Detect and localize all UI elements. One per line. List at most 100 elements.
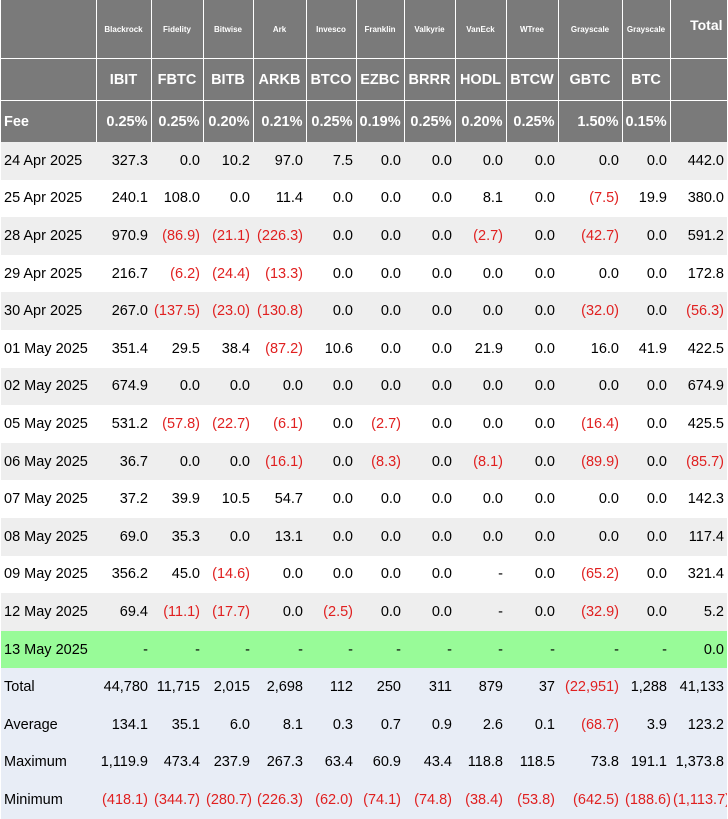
stat-value: (38.4) xyxy=(455,781,506,819)
flow-value: 0.0 xyxy=(404,254,455,293)
row-total: 442.0 xyxy=(670,142,727,180)
flow-value: 0.0 xyxy=(306,254,356,293)
row-date: 13 May 2025 xyxy=(1,630,96,669)
flow-value: 0.0 xyxy=(558,367,622,406)
row-date: 01 May 2025 xyxy=(1,329,96,368)
flow-value: - xyxy=(455,593,506,631)
flow-value: 0.0 xyxy=(306,179,356,218)
flow-value: 13.1 xyxy=(253,517,306,556)
stat-value: (418.1) xyxy=(96,781,151,819)
flow-value: 0.0 xyxy=(356,480,404,518)
table-row: 05 May 2025 531.2 (57.8) (22.7) (6.1) 0.0 (2.7… xyxy=(1,405,727,443)
table-row: 01 May 2025 351.4 29.5 38.4 (87.2) 10.6 0.0 0.0… xyxy=(1,329,727,368)
flow-value: 45.0 xyxy=(151,555,203,594)
fee-value: 1.50% xyxy=(558,100,623,142)
flow-value: 0.0 xyxy=(356,292,404,330)
flow-value: 0.0 xyxy=(622,555,670,594)
stat-value: 43.4 xyxy=(404,743,455,782)
header-blank-cell xyxy=(1,0,97,59)
issuer-label: Fidelity xyxy=(151,0,204,59)
issuer-label: Invesco xyxy=(306,0,357,59)
flow-value: 351.4 xyxy=(96,329,151,368)
flow-value: 0.0 xyxy=(404,329,455,368)
flow-value: 0.0 xyxy=(404,517,455,556)
ticker-header-row: IBIT FBTC BITB ARKB BTCO EZBC BRRR HODL BTCW GBTC… xyxy=(1,58,728,101)
flow-value: 97.0 xyxy=(253,142,306,180)
flow-value: (65.2) xyxy=(558,555,622,594)
flow-value: 0.0 xyxy=(506,517,558,556)
stat-value: (280.7) xyxy=(203,781,253,819)
row-date: 02 May 2025 xyxy=(1,367,96,406)
fee-value: 0.25% xyxy=(151,100,204,142)
flow-value: 0.0 xyxy=(506,292,558,330)
stat-value: (344.7) xyxy=(151,781,203,819)
flow-value: (17.7) xyxy=(203,593,253,631)
stat-label: Total xyxy=(1,668,96,706)
flow-value: 0.0 xyxy=(356,329,404,368)
flow-value: 10.6 xyxy=(306,329,356,368)
issuer-label: Ark xyxy=(253,0,307,59)
flow-value: - xyxy=(622,630,670,669)
table-row: 08 May 2025 69.0 35.3 0.0 13.1 0.0 0.0 0.0 0.0 0.… xyxy=(1,517,727,556)
flow-value: 0.0 xyxy=(622,480,670,518)
flow-value: 0.0 xyxy=(306,367,356,406)
flow-value: 0.0 xyxy=(622,367,670,406)
flow-value: 0.0 xyxy=(151,367,203,406)
flow-value: 0.0 xyxy=(404,367,455,406)
flow-value: 10.5 xyxy=(203,480,253,518)
stat-total: 123.2 xyxy=(670,705,727,744)
flow-value: 0.0 xyxy=(306,480,356,518)
flow-value: 0.0 xyxy=(558,480,622,518)
flow-value: 69.0 xyxy=(96,517,151,556)
stat-value: 879 xyxy=(455,668,506,706)
flow-value: 0.0 xyxy=(506,593,558,631)
flow-value: 36.7 xyxy=(96,442,151,481)
flow-value: 0.0 xyxy=(455,480,506,518)
issuer-label: Valkyrie xyxy=(404,0,456,59)
row-date: 06 May 2025 xyxy=(1,442,96,481)
flow-value: (57.8) xyxy=(151,405,203,443)
flow-value: (32.0) xyxy=(558,292,622,330)
flow-value: 0.0 xyxy=(404,405,455,443)
fee-row: Fee 0.25% 0.25% 0.20% 0.21% 0.25% 0.19% 0.25% 0.… xyxy=(1,100,728,142)
fee-value: 0.25% xyxy=(506,100,559,142)
table-row: 02 May 2025 674.9 0.0 0.0 0.0 0.0 0.0 0.0 0.0 0.0… xyxy=(1,367,727,406)
flow-value: 0.0 xyxy=(404,179,455,218)
stat-total: 41,133 xyxy=(670,668,727,706)
stat-value: 2,698 xyxy=(253,668,306,706)
flow-value: (11.1) xyxy=(151,593,203,631)
flow-value: - xyxy=(455,630,506,669)
flow-value: (8.3) xyxy=(356,442,404,481)
flow-value: 0.0 xyxy=(151,442,203,481)
stat-label: Minimum xyxy=(1,781,96,819)
flow-value: 11.4 xyxy=(253,179,306,218)
flow-value: 0.0 xyxy=(404,480,455,518)
table-row: 06 May 2025 36.7 0.0 0.0 (16.1) 0.0 (8.3) 0.0 (8… xyxy=(1,442,727,481)
stat-value: 63.4 xyxy=(306,743,356,782)
ticker-label: GBTC xyxy=(558,58,623,101)
flow-value: - xyxy=(455,555,506,594)
flow-value: 531.2 xyxy=(96,405,151,443)
flow-value: 0.0 xyxy=(306,555,356,594)
flow-value: (24.4) xyxy=(203,254,253,293)
ticker-label: FBTC xyxy=(151,58,204,101)
stat-value: (188.6) xyxy=(622,781,670,819)
row-total: 0.0 xyxy=(670,630,727,669)
flow-value: 0.0 xyxy=(455,367,506,406)
flow-value: 0.0 xyxy=(506,480,558,518)
flow-value: 0.0 xyxy=(455,254,506,293)
flow-value: 0.0 xyxy=(506,442,558,481)
flow-value: 216.7 xyxy=(96,254,151,293)
stat-value: 311 xyxy=(404,668,455,706)
flow-value: (16.1) xyxy=(253,442,306,481)
issuer-label: VanEck xyxy=(455,0,507,59)
row-total: (56.3) xyxy=(670,292,727,330)
stat-value: 11,715 xyxy=(151,668,203,706)
flow-value: 0.0 xyxy=(622,292,670,330)
flow-value: 0.0 xyxy=(404,555,455,594)
flow-value: 0.0 xyxy=(253,593,306,631)
stat-row: Total 44,780 11,715 2,015 2,698 112 250 311 879 3… xyxy=(1,668,727,706)
row-date: 07 May 2025 xyxy=(1,480,96,518)
flow-value: 267.0 xyxy=(96,292,151,330)
